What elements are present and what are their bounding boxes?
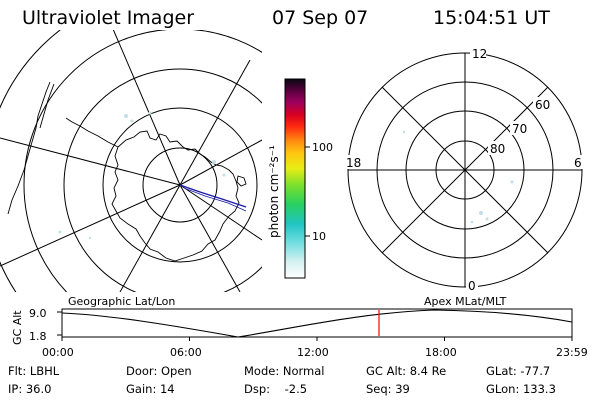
altitude-y-tick: 1.8 [29,330,47,343]
label-bg [533,97,553,111]
altitude-plot: GC Alt 9.0 1.8 00:00 06:00 12:00 18:00 2… [11,307,588,359]
continent-outline [111,130,240,262]
latitude-circle [102,107,258,263]
emission-speckle [58,111,226,240]
mlt-label-midnight: 0 [468,279,476,293]
island-outline [236,175,247,187]
coastline-fragment [7,81,51,215]
satellite-track [179,184,247,208]
meridian-line [0,184,181,267]
ip-status: IP: 36.0 [8,382,51,396]
label-bg [488,141,508,155]
mlt-line [381,86,549,254]
time-label: 15:04:51 UT [433,7,550,29]
altitude-axis-title: GC Alt [11,310,24,345]
emission-speckle [402,130,514,224]
status-block: Flt: LBHL IP: 36.0 Door: Open Gain: 14 M… [8,364,556,396]
peninsula-outline [65,117,119,148]
meridian-line [119,184,181,292]
gain-status: Gain: 14 [126,382,175,396]
glon-status: GLon: 133.3 [486,382,556,396]
label-bg [470,46,486,60]
gc-alt-status: GC Alt: 8.4 Re [366,364,446,378]
meridian-line [179,59,251,186]
meridian-line [0,137,181,186]
satellite-track [183,187,247,212]
lat-label-60: 60 [535,98,550,112]
label-bg [571,155,585,169]
colorbar-tick-label: 10 [312,230,326,243]
label-bg [344,155,364,169]
altitude-x-tick-label: 00:00 [42,346,74,359]
lat-label-70: 70 [512,122,527,136]
filter-status: Flt: LBHL [8,364,60,378]
altitude-x-tick-label: 18:00 [425,346,457,359]
glat-status: GLat: -77.7 [486,364,550,378]
meridian-line [179,184,262,241]
coastline-fragment [39,83,55,129]
geographic-map [0,30,262,292]
colorbar: 100 10 photon cm⁻²s⁻¹ [267,78,333,279]
altitude-trace [62,309,572,337]
colorbar-tick-label: 100 [312,141,333,154]
lat-label-80: 80 [490,142,505,156]
label-bg [466,278,478,292]
latitude-circle [23,30,262,292]
seq-status: Seq: 39 [366,382,410,396]
meridian-line [179,139,262,186]
latitude-circle [63,68,262,292]
mode-status: Mode: Normal [244,364,324,378]
left-panel-label: Geographic Lat/Lon [68,295,175,308]
door-status: Door: Open [126,364,192,378]
altitude-x-tick-label: 12:00 [297,346,329,359]
meridian-line [179,184,241,292]
mlt-label-dawn: 6 [574,156,582,170]
latitude-circle [142,147,218,223]
mlt-label-noon: 12 [472,47,487,61]
altitude-y-tick: 9.0 [29,307,47,320]
header: Ultraviolet Imager 07 Sep 07 15:04:51 UT [22,7,550,29]
colorbar-gradient [284,78,306,279]
date-label: 07 Sep 07 [272,7,368,29]
altitude-x-tick-label: 06:00 [170,346,202,359]
mlt-label-dusk: 18 [346,156,361,170]
label-bg [510,121,530,135]
meridian-line [112,30,181,186]
right-panel-label: Apex MLat/MLT [424,295,507,308]
polar-plot: 12 18 6 0 60 70 80 [344,46,585,293]
instrument-title: Ultraviolet Imager [22,7,194,29]
dsp-status: Dsp: -2.5 [244,382,307,396]
colorbar-unit: photon cm⁻²s⁻¹ [267,145,281,238]
altitude-x-tick-label: 23:59 [556,346,588,359]
